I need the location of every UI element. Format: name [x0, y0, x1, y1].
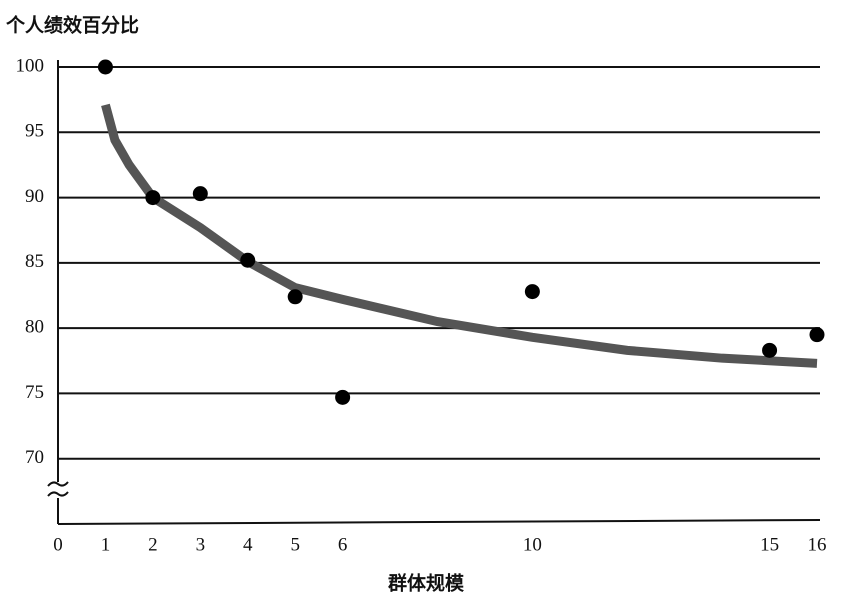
y-tick-label: 90: [25, 186, 44, 207]
x-tick-label: 10: [523, 534, 542, 555]
y-tick-label: 85: [25, 251, 44, 272]
data-point: [145, 190, 161, 206]
axis-break: [47, 481, 69, 497]
x-tick-label: 16: [808, 534, 827, 555]
x-tick-label: 6: [338, 534, 348, 555]
data-point: [335, 389, 351, 405]
y-tick-label: 95: [25, 121, 44, 142]
data-point: [762, 342, 778, 358]
y-tick-label: 70: [25, 447, 44, 468]
y-tick-label: 100: [16, 55, 45, 76]
y-axis-label: 个人绩效百分比: [5, 14, 139, 37]
data-point: [287, 289, 303, 305]
x-tick-label: 3: [196, 534, 206, 555]
y-tick-label: 80: [25, 317, 44, 338]
x-tick-label: 1: [101, 534, 111, 555]
data-point: [97, 59, 113, 75]
x-tick-label: 15: [760, 534, 779, 555]
data-point: [524, 284, 540, 300]
y-tick-label: 75: [25, 382, 44, 403]
x-tick-label: 0: [53, 534, 63, 555]
trend-curve: [101, 103, 818, 368]
x-axis-label: 群体规模: [387, 572, 465, 595]
x-axis: [57, 519, 821, 525]
x-tick-label: 4: [243, 534, 253, 555]
x-tick-label: 5: [290, 534, 300, 555]
data-point: [240, 252, 256, 268]
x-tick-label: 2: [148, 534, 158, 555]
data-point: [809, 327, 825, 343]
data-point: [192, 186, 208, 202]
